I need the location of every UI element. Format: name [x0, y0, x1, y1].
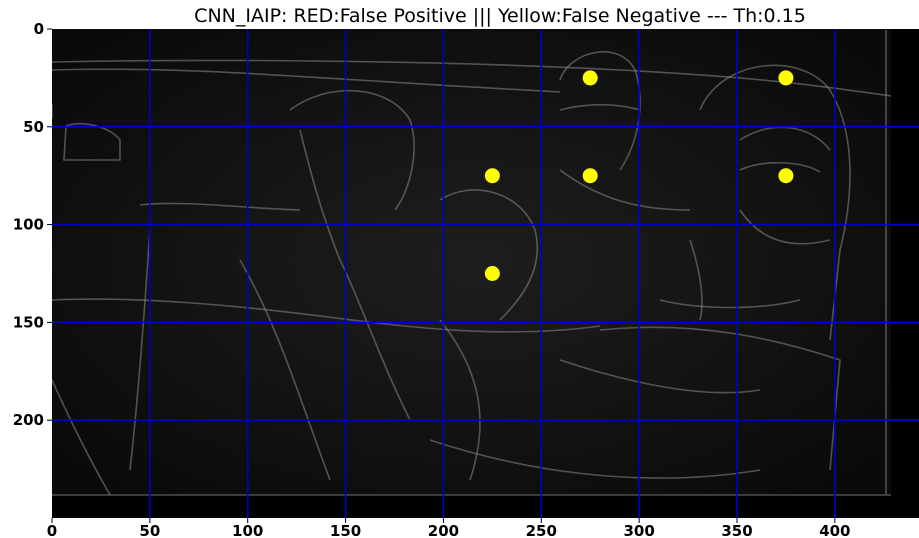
x-tick-label: 100: [232, 522, 263, 538]
y-axis-ticks: 0 50 100 150 200: [13, 20, 52, 429]
chart-title: CNN_IAIP: RED:False Positive ||| Yellow:…: [194, 5, 806, 27]
data-points: [484, 70, 794, 281]
grid-lines: [52, 29, 919, 518]
edge-image-strokes: [52, 30, 892, 496]
x-tick-label: 350: [721, 522, 752, 538]
y-tick-label: 100: [13, 216, 44, 234]
x-tick-label: 300: [623, 522, 654, 538]
x-tick-label: 50: [139, 522, 160, 538]
false-negative-point: [778, 70, 794, 86]
x-tick-label: 400: [819, 522, 850, 538]
x-tick-label: 0: [47, 522, 57, 538]
x-tick-label: 200: [428, 522, 459, 538]
false-negative-point: [778, 168, 794, 184]
y-tick-label: 0: [34, 20, 44, 38]
false-negative-point: [484, 168, 500, 184]
x-tick-label: 250: [526, 522, 557, 538]
edge-image: [52, 29, 891, 495]
y-tick-label: 150: [13, 313, 44, 331]
false-negative-point: [582, 70, 598, 86]
false-negative-point: [484, 266, 500, 281]
y-tick-label: 200: [13, 411, 44, 429]
plot-area: [52, 29, 919, 518]
false-negative-point: [582, 168, 598, 184]
y-tick-label: 50: [23, 118, 44, 136]
x-axis-ticks: 0 50 100 150 200 250 300 350 400: [47, 518, 851, 538]
x-tick-label: 150: [330, 522, 361, 538]
